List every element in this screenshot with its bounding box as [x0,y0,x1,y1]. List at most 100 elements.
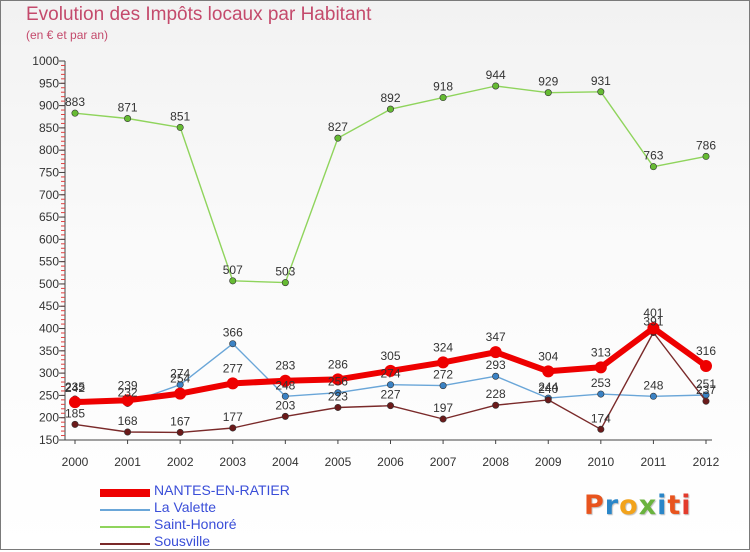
point-sousville [71,420,79,428]
data-label-nantes-en-ratier: 239 [118,378,138,392]
data-label-saint-honor-: 944 [486,68,506,82]
data-label-nantes-en-ratier: 277 [223,361,243,375]
data-label-saint-honor-: 786 [696,138,716,152]
point-sousville [229,424,237,432]
point-nantes-en-ratier [647,322,660,335]
point-nantes-en-ratier [226,377,239,390]
data-label-la-valette: 274 [170,367,190,381]
point-nantes-en-ratier [331,373,344,386]
x-tick-label: 2003 [219,455,246,469]
data-label-saint-honor-: 918 [433,80,453,94]
legend-item: NANTES-EN-RATIER [100,482,360,501]
y-tick-label: 800 [39,143,59,157]
point-saint-honor- [597,88,605,96]
point-la-valette [492,372,500,380]
point-sousville [544,396,552,404]
data-label-la-valette: 274 [380,367,400,381]
legend-label: NANTES-EN-RATIER [154,482,290,498]
y-tick-label: 200 [39,411,59,425]
data-label-saint-honor-: 507 [223,263,243,277]
point-sousville [702,397,710,405]
series-layer [69,82,712,436]
data-label-nantes-en-ratier: 254 [170,372,190,386]
point-la-valette [386,381,394,389]
data-label-nantes-en-ratier: 235 [65,380,85,394]
chart-title: Evolution des Impôts locaux par Habitant [26,4,372,25]
legend-swatch [100,543,150,545]
data-label-sousville: 240 [538,382,558,396]
data-label-sousville: 391 [643,315,663,329]
data-label-sousville: 177 [223,410,243,424]
point-nantes-en-ratier [542,365,555,378]
data-label-sousville: 167 [170,414,190,428]
data-label-sousville: 227 [380,388,400,402]
point-sousville [176,428,184,436]
point-la-valette [334,389,342,397]
data-label-la-valette: 248 [643,378,663,392]
y-tick-label: 650 [39,210,59,224]
data-label-la-valette: 272 [433,368,453,382]
data-label-la-valette: 244 [538,380,558,394]
point-saint-honor- [71,109,79,117]
data-label-saint-honor-: 931 [591,74,611,88]
point-saint-honor- [229,277,237,285]
point-la-valette [281,392,289,400]
point-nantes-en-ratier [437,356,450,369]
data-label-nantes-en-ratier: 313 [591,345,611,359]
logo-letter: x [638,490,658,521]
data-label-saint-honor-: 883 [65,95,85,109]
point-la-valette [597,390,605,398]
point-saint-honor- [492,82,500,90]
data-label-nantes-en-ratier: 401 [643,306,663,320]
x-tick-label: 2010 [587,455,614,469]
data-label-sousville: 237 [696,383,716,397]
y-tick-label: 1000 [32,54,59,68]
x-tick-label: 2004 [272,455,299,469]
data-label-saint-honor-: 851 [170,109,190,123]
legend: NANTES-EN-RATIER La Valette Saint-Honoré So… [100,482,360,552]
data-label-nantes-en-ratier: 305 [380,349,400,363]
point-nantes-en-ratier [700,359,712,372]
chart-subtitle: (en € et par an) [26,28,109,42]
logo-letter: P [584,490,605,521]
data-label-la-valette: 242 [65,381,85,395]
point-nantes-en-ratier [489,346,502,359]
data-label-sousville: 185 [65,406,85,420]
y-tick-label: 950 [39,76,59,90]
legend-item: Sousville [100,533,360,552]
data-label-nantes-en-ratier: 286 [328,357,348,371]
data-label-nantes-en-ratier: 304 [538,349,558,363]
y-tick-label: 350 [39,344,59,358]
point-saint-honor- [544,89,552,97]
logo-letter: i [681,490,692,521]
chart-axes: 150 200 250 300 350 400 450 500 550 600 650 700 750 8… [32,54,719,469]
x-tick-label: 2007 [430,455,457,469]
y-tick-label: 900 [39,99,59,113]
data-label-saint-honor-: 827 [328,120,348,134]
legend-item: Saint-Honoré [100,516,360,535]
x-tick-label: 2009 [535,455,562,469]
point-nantes-en-ratier [594,361,607,374]
point-sousville [281,412,289,420]
proxiti-logo: Proxiti [584,490,692,521]
data-label-sousville: 203 [275,398,295,412]
y-tick-label: 300 [39,366,59,380]
data-label-la-valette: 251 [696,377,716,391]
point-sousville [492,401,500,409]
point-saint-honor- [649,163,657,171]
point-saint-honor- [281,279,289,287]
data-label-la-valette: 293 [486,358,506,372]
y-tick-label: 550 [39,255,59,269]
x-tick-label: 2011 [641,455,667,469]
data-label-nantes-en-ratier: 324 [433,340,453,354]
data-label-la-valette: 366 [223,326,243,340]
data-label-la-valette: 248 [275,378,295,392]
data-label-sousville: 228 [486,387,506,401]
data-label-saint-honor-: 871 [118,101,138,115]
y-tick-label: 750 [39,165,59,179]
point-la-valette [229,340,237,348]
point-sousville [597,425,605,433]
x-tick-label: 2012 [693,455,720,469]
point-saint-honor- [702,152,710,160]
